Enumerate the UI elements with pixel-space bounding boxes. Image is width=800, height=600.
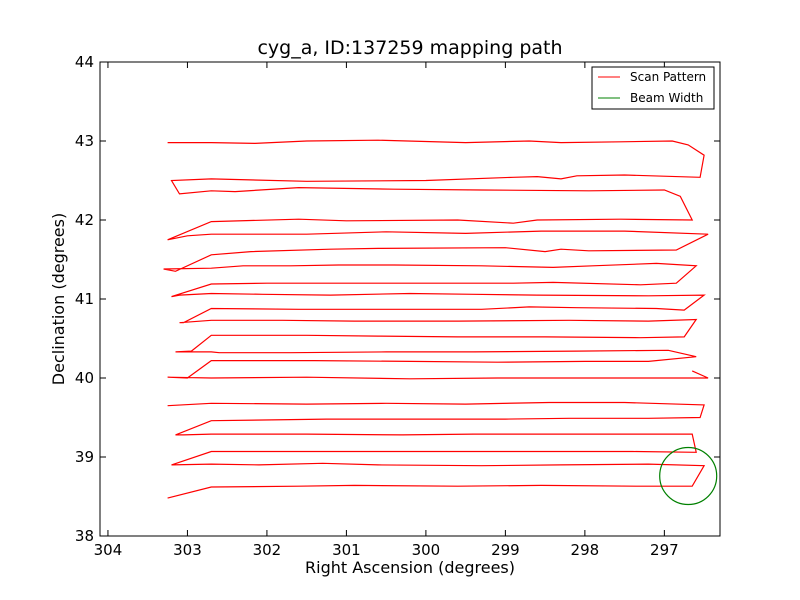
beam-width-circle xyxy=(659,446,718,506)
y-tick-label: 39 xyxy=(75,448,94,466)
x-tick-label: 297 xyxy=(650,541,679,559)
ticks-layer: 304 303 302 301 300 299 298 297 38 39 40 41 42 43 44 xyxy=(75,53,720,559)
x-tick-label: 300 xyxy=(412,541,441,559)
y-tick-label: 38 xyxy=(75,527,94,545)
x-tick-label: 301 xyxy=(332,541,361,559)
y-tick-label: 41 xyxy=(75,290,94,308)
legend-box xyxy=(591,66,715,110)
scan-pattern-line-1 xyxy=(167,401,706,499)
y-tick-label: 43 xyxy=(75,132,94,150)
y-tick-label: 42 xyxy=(75,211,94,229)
series-layer xyxy=(163,139,718,506)
x-tick-label: 304 xyxy=(94,541,123,559)
x-tick-label: 298 xyxy=(571,541,600,559)
legend-scan-label: Scan Pattern xyxy=(630,70,706,84)
chart-title: cyg_a, ID:137259 mapping path xyxy=(257,37,562,59)
scan-pattern-line-0 xyxy=(163,139,709,380)
legend-beam-label: Beam Width xyxy=(630,91,703,105)
legend: Scan Pattern Beam Width xyxy=(591,66,715,110)
y-tick-label: 44 xyxy=(75,53,94,71)
x-axis-label: Right Ascension (degrees) xyxy=(305,558,515,577)
x-tick-label: 303 xyxy=(173,541,202,559)
y-tick-label: 40 xyxy=(75,369,94,387)
y-axis-label: Declination (degrees) xyxy=(49,213,68,385)
x-tick-label: 302 xyxy=(253,541,282,559)
x-tick-label: 299 xyxy=(491,541,520,559)
